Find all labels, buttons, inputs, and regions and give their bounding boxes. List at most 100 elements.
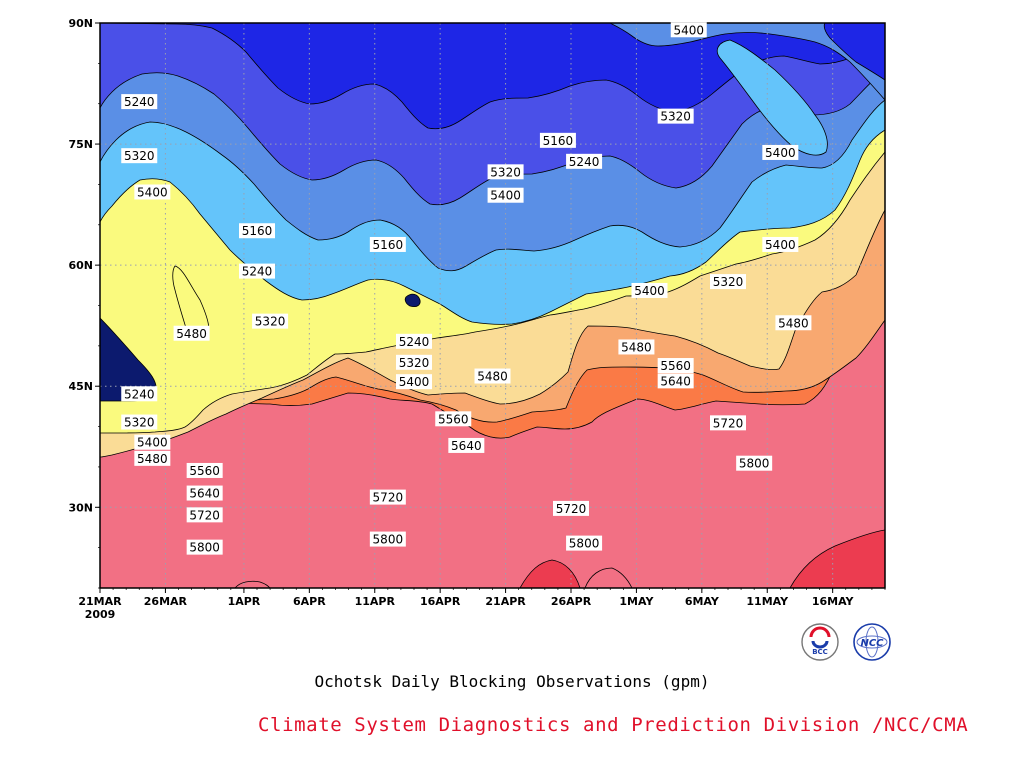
- contour-label: 5560: [186, 462, 223, 478]
- contour-label-text: 5400: [137, 186, 168, 200]
- contour-label-box: [710, 415, 746, 431]
- contour-label-box: [173, 325, 210, 341]
- contour-label-text: 5240: [242, 265, 273, 279]
- contour-label-box: [474, 368, 511, 384]
- contour-label-box: [121, 148, 158, 164]
- contour-label-text: 5560: [189, 464, 220, 478]
- x-tick-label: 16APR: [420, 595, 461, 608]
- contour-label-box: [369, 489, 406, 505]
- contour-label: 5240: [239, 263, 275, 279]
- y-tick-label: 90N: [68, 17, 93, 30]
- contour-label: 5640: [186, 485, 223, 501]
- contour-label: 5240: [121, 94, 158, 110]
- contour-label-box: [631, 282, 668, 298]
- bcc-logo: BCC: [801, 623, 839, 661]
- contour-label: 5320: [396, 354, 432, 370]
- contour-feature: [584, 567, 633, 588]
- contour-label: 5320: [252, 313, 289, 329]
- contour-label-box: [762, 144, 799, 160]
- x-tick-label: 1APR: [228, 595, 261, 608]
- contour-label: 5400: [134, 184, 171, 200]
- contour-label-text: 5800: [189, 541, 220, 555]
- contour-label-text: 5480: [477, 370, 508, 384]
- contour-label-text: 5720: [189, 508, 220, 522]
- contour-label-box: [134, 184, 171, 200]
- contour-label: 5480: [618, 339, 655, 355]
- contour-labels: 5240 5320 5400 5480 5240 5320 5400 5480 5560 5640…: [121, 22, 812, 555]
- contour-label-text: 5240: [124, 95, 155, 109]
- contour-label-text: 5480: [778, 316, 809, 330]
- contour-label: 5400: [631, 282, 668, 298]
- contour-label-text: 5480: [621, 340, 652, 354]
- contour-label-text: 5400: [673, 23, 704, 37]
- contour-label-text: 5240: [399, 335, 430, 349]
- contour-label-box: [239, 223, 275, 239]
- contour-label-text: 5560: [438, 412, 469, 426]
- contour-label-box: [252, 313, 289, 329]
- contour-label-box: [369, 531, 406, 547]
- contour-label: 5640: [657, 373, 694, 389]
- contour-label-text: 5720: [713, 416, 744, 430]
- contour-label-box: [553, 500, 589, 516]
- contour-label-text: 5160: [543, 134, 574, 148]
- contour-feature: [519, 559, 581, 588]
- x-tick-label: 11APR: [355, 595, 396, 608]
- contour-label-text: 5720: [556, 502, 587, 516]
- contour-label-text: 5320: [490, 165, 521, 179]
- contour-label: 5160: [369, 236, 406, 252]
- contour-label-text: 5400: [634, 284, 665, 298]
- contour-label-box: [134, 434, 171, 450]
- contour-label: 5720: [553, 500, 589, 516]
- contour-label-box: [239, 263, 275, 279]
- contour-label: 5320: [487, 164, 524, 180]
- contour-label: 5320: [710, 274, 746, 290]
- x-year-label: 2009: [85, 608, 116, 621]
- contour-label-text: 5800: [373, 533, 404, 547]
- contour-label: 5400: [670, 22, 707, 38]
- contour-label-text: 5640: [451, 439, 482, 453]
- contour-feature: [404, 293, 421, 308]
- x-tick-label: 6MAY: [685, 595, 720, 608]
- contour-label: 5720: [710, 415, 746, 431]
- contour-label: 5640: [448, 437, 485, 453]
- x-tick-label: 26APR: [551, 595, 592, 608]
- contour-label-box: [539, 132, 576, 148]
- contour-chart: 21MAR 26MAR 1APR 6APR 11APR 16APR 21APR 26APR 1M…: [68, 17, 886, 621]
- contour-label: 5160: [539, 132, 576, 148]
- contour-label-text: 5320: [713, 275, 744, 289]
- y-tick-label: 75N: [68, 138, 93, 151]
- contour-label-text: 5800: [569, 537, 600, 551]
- contour-label-box: [186, 462, 223, 478]
- contour-label-box: [448, 437, 485, 453]
- contour-label-box: [121, 386, 158, 402]
- contour-label-box: [710, 274, 746, 290]
- x-tick-label: 21MAR: [78, 595, 122, 608]
- contour-label-text: 5800: [739, 457, 770, 471]
- contour-label: 5800: [736, 455, 773, 471]
- contour-label: 5240: [121, 386, 158, 402]
- contour-feature: [716, 39, 828, 156]
- contour-feature: [789, 529, 885, 588]
- contour-label-box: [657, 108, 694, 124]
- contour-label-box: [736, 455, 773, 471]
- contour-label-text: 5240: [569, 155, 600, 169]
- contour-feature: [823, 23, 885, 81]
- contour-label-box: [396, 374, 432, 390]
- contour-label: 5400: [396, 374, 432, 390]
- contour-label-text: 5480: [176, 327, 207, 341]
- contour-label-text: 5400: [490, 189, 521, 203]
- contour-label-text: 5400: [765, 238, 796, 252]
- contour-label-text: 5320: [399, 356, 430, 370]
- chart-title: Ochotsk Daily Blocking Observations (gpm…: [314, 672, 710, 691]
- contour-label: 5800: [566, 535, 603, 551]
- contour-label: 5800: [369, 531, 406, 547]
- contour-label-box: [775, 315, 812, 331]
- contour-label: 5400: [762, 144, 799, 160]
- contour-label-box: [670, 22, 707, 38]
- contour-label-box: [186, 485, 223, 501]
- contour-label: 5400: [134, 434, 171, 450]
- y-tick-label: 60N: [68, 259, 93, 272]
- contour-label-text: 5400: [399, 375, 430, 389]
- bcc-logo-text: BCC: [812, 648, 828, 656]
- contour-label-text: 5320: [124, 149, 155, 163]
